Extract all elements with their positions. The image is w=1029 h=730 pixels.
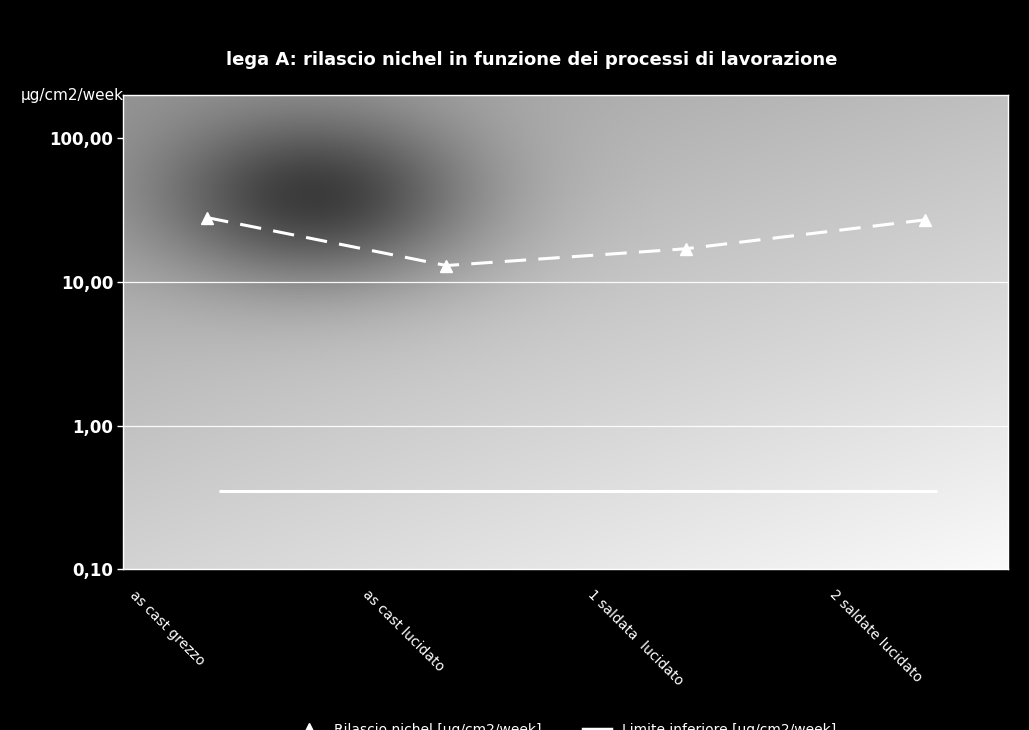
Text: 2 saldate lucidato: 2 saldate lucidato (827, 588, 925, 685)
Text: as cast lucidato: as cast lucidato (359, 588, 447, 675)
Text: lega A: rilascio nichel in funzione dei processi di lavorazione: lega A: rilascio nichel in funzione dei … (226, 51, 838, 69)
Text: 1 saldata  lucidato: 1 saldata lucidato (584, 588, 685, 688)
Text: as cast grezzo: as cast grezzo (127, 588, 207, 668)
Legend: Rilascio nichel [μg/cm2/week], Limite inferiore [μg/cm2/week]: Rilascio nichel [μg/cm2/week], Limite in… (290, 718, 842, 730)
Text: μg/cm2/week: μg/cm2/week (21, 88, 123, 103)
